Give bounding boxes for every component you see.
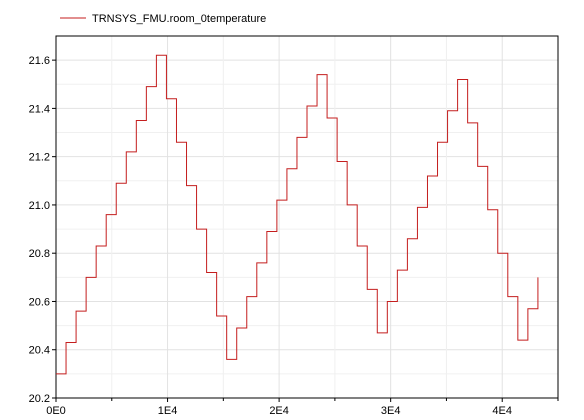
legend-label: TRNSYS_FMU.room_0temperature (92, 13, 266, 25)
x-tick-label: 3E4 (381, 405, 401, 417)
y-tick-label: 20.6 (29, 296, 50, 308)
x-tick-label: 0E0 (46, 405, 66, 417)
y-tick-label: 21.2 (29, 152, 50, 164)
x-tick-label: 2E4 (269, 405, 289, 417)
series-layer (56, 54, 539, 375)
y-tick-label: 20.2 (29, 393, 50, 405)
y-tick-label: 21.4 (29, 103, 50, 115)
y-tick-label: 20.8 (29, 248, 50, 260)
y-tick-label: 21.6 (29, 55, 50, 67)
y-tick-label: 20.4 (29, 345, 50, 357)
x-tick-label: 1E4 (158, 405, 178, 417)
y-tick-label: 21.0 (29, 200, 50, 212)
legend: TRNSYS_FMU.room_0temperature (60, 13, 266, 25)
x-tick-label: 4E4 (492, 405, 512, 417)
series-line (56, 54, 539, 375)
axis-ticks: 20.2 20.4 20.6 20.8 21.0 21.2 21.4 21.6 0E0 1E4 2E… (29, 55, 559, 417)
grid (55, 36, 559, 399)
plot-frame (55, 35, 559, 399)
